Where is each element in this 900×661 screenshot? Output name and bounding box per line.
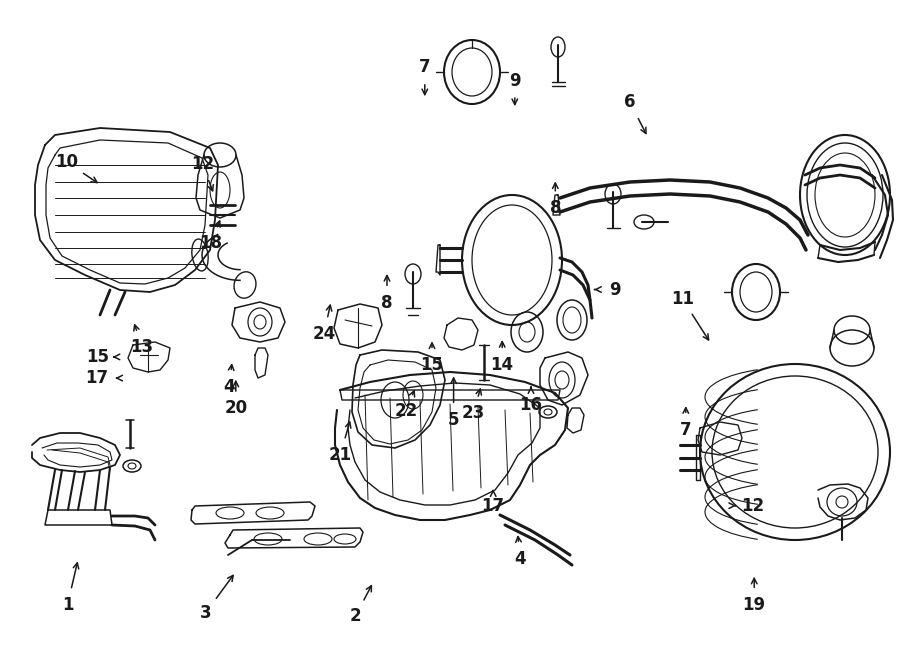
Text: 14: 14 [491,356,514,374]
Text: 22: 22 [394,402,418,420]
Text: 6: 6 [625,93,635,112]
Text: 24: 24 [312,325,336,343]
Text: 9: 9 [609,280,620,299]
Text: 12: 12 [741,496,764,515]
Text: 8: 8 [382,293,392,312]
Text: 19: 19 [742,596,766,614]
Text: 21: 21 [328,446,352,464]
Text: 2: 2 [350,607,361,625]
Text: 7: 7 [680,420,691,439]
Text: 10: 10 [55,153,78,171]
Text: 11: 11 [670,290,694,308]
Text: 7: 7 [419,58,430,77]
Text: 5: 5 [448,410,459,429]
Text: 3: 3 [200,604,211,623]
Text: 20: 20 [224,399,248,418]
Text: 18: 18 [199,234,222,253]
Text: 23: 23 [462,404,485,422]
Text: 15: 15 [420,356,444,374]
Text: 15: 15 [86,348,109,366]
Text: 8: 8 [550,199,561,217]
Text: 16: 16 [519,395,543,414]
Text: 4: 4 [515,549,526,568]
Text: 1: 1 [62,596,73,614]
Text: 12: 12 [191,155,214,173]
Text: 17: 17 [482,496,505,515]
Text: 4: 4 [224,377,235,396]
Text: 9: 9 [509,71,520,90]
Text: 13: 13 [130,338,154,356]
Text: 17: 17 [86,369,109,387]
